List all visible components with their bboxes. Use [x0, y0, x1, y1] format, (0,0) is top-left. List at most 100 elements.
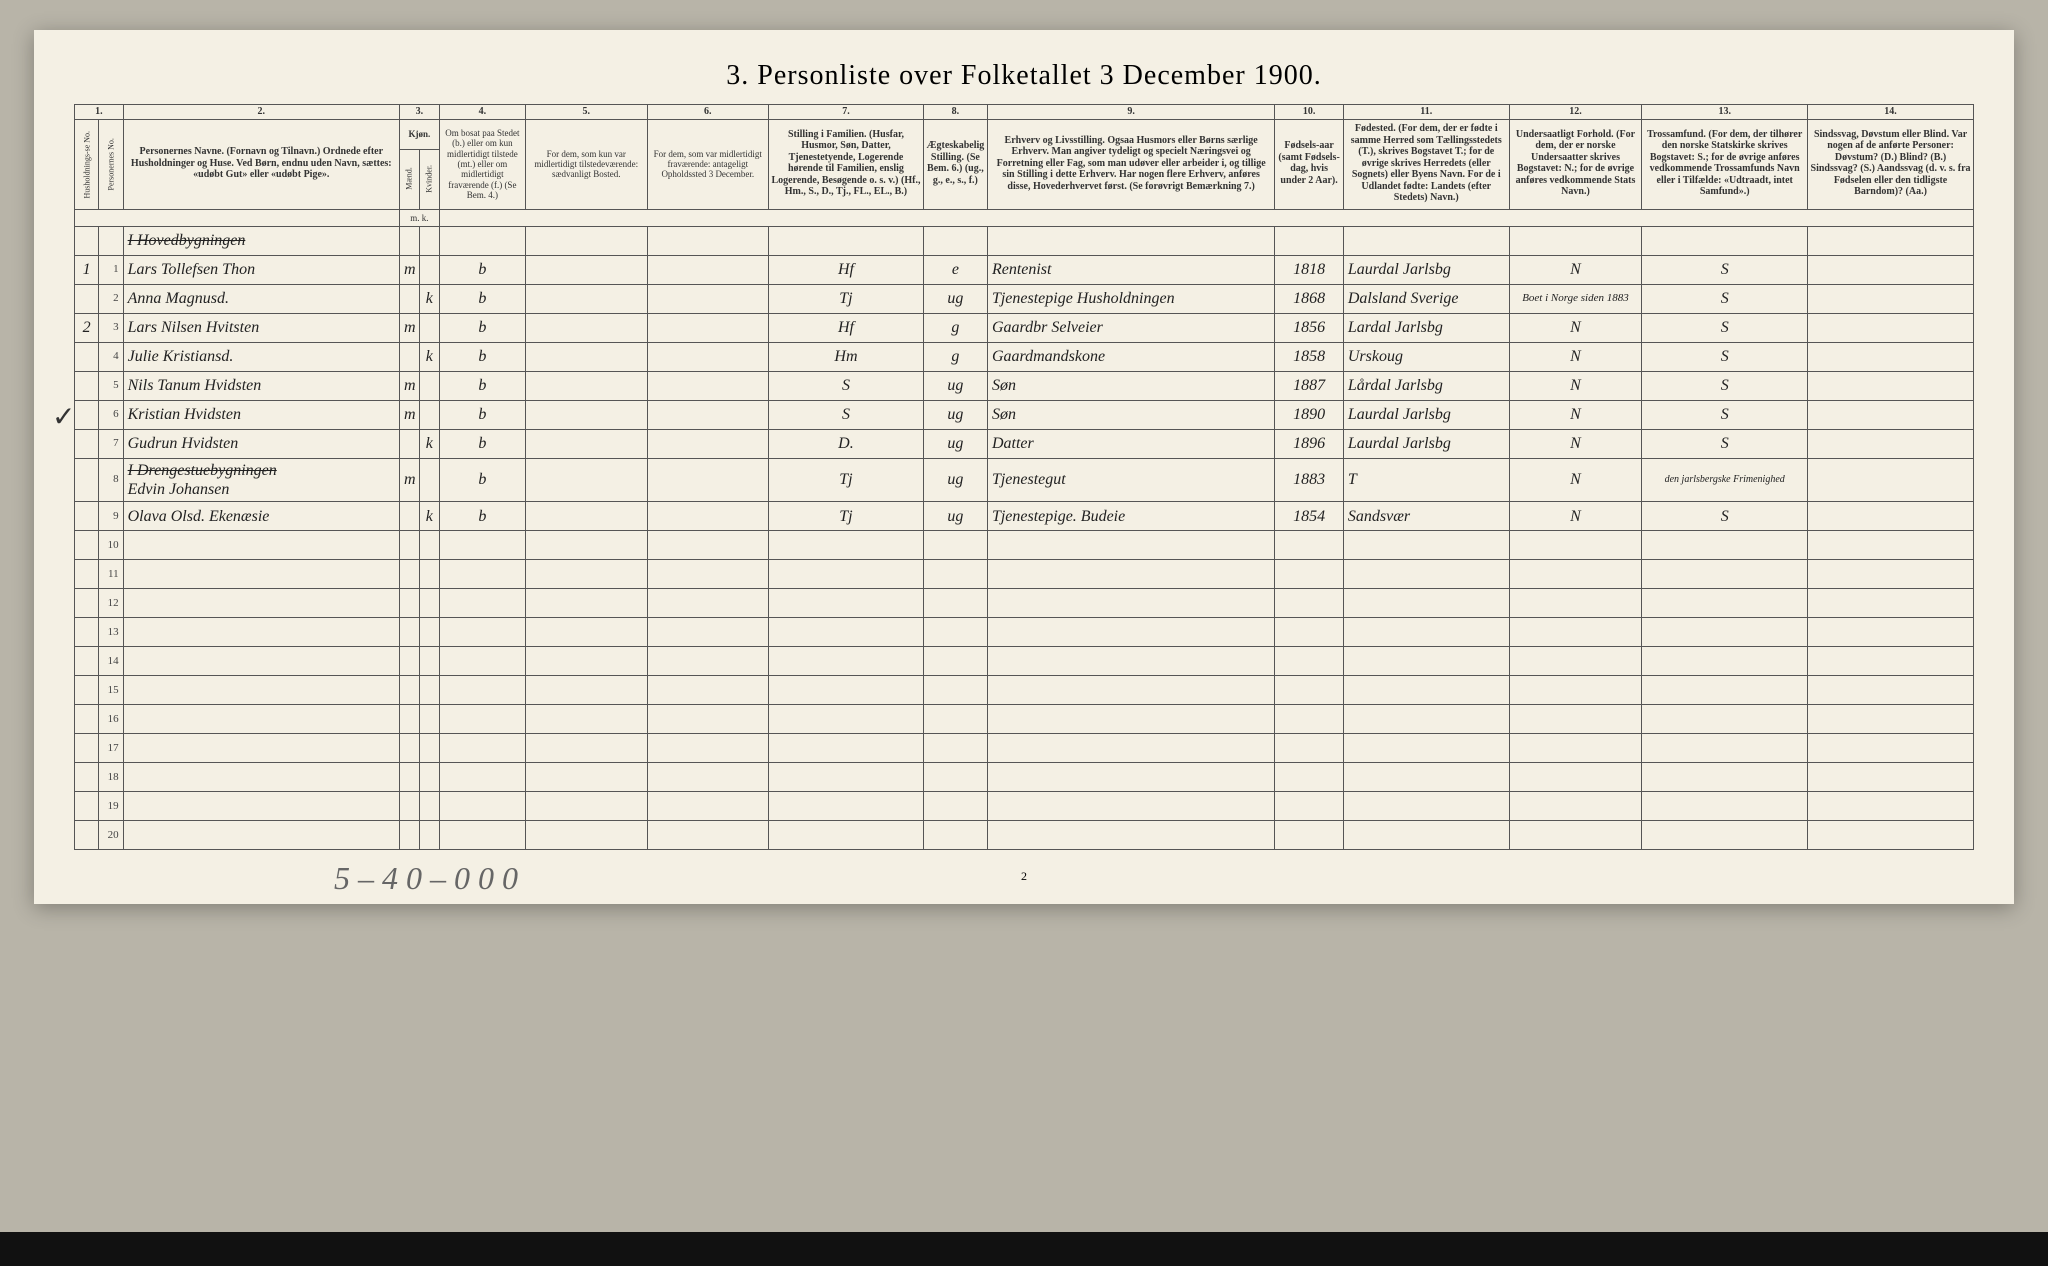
cell-female — [419, 371, 439, 400]
cell-temp-absent — [647, 458, 769, 501]
cell-household — [75, 371, 99, 400]
cell-temp-absent — [647, 371, 769, 400]
cell-name: Lars Nilsen Hvitsten — [123, 313, 399, 342]
cell-female: k — [419, 342, 439, 371]
table-row-empty: 13 — [75, 618, 1974, 647]
cell-person-no: 1 — [99, 255, 123, 284]
page-title: 3. Personliste over Folketallet 3 Decemb… — [74, 60, 1974, 92]
cell-person-no: 7 — [99, 429, 123, 458]
colnum-2: 2. — [123, 105, 399, 120]
table-row-heading: I Hovedbygningen — [75, 226, 1974, 255]
cell-female: k — [419, 284, 439, 313]
cell-occupation: Søn — [987, 371, 1274, 400]
hdr-female: Kvinder. — [419, 149, 439, 209]
cell-religion: S — [1642, 284, 1808, 313]
hdr-mk: m. k. — [399, 209, 439, 226]
colnum-13: 13. — [1642, 105, 1808, 120]
cell-occupation: Gaardbr Selveier — [987, 313, 1274, 342]
table-row-empty: 16 — [75, 705, 1974, 734]
cell-birthplace: Laurdal Jarlsbg — [1343, 429, 1509, 458]
hdr-residence: Om bosat paa Stedet (b.) eller om kun mi… — [439, 120, 525, 210]
cell-birthplace: Laurdal Jarlsbg — [1343, 255, 1509, 284]
hdr-family-pos-text: Stilling i Familien. (Husfar, Husmor, Sø… — [771, 129, 921, 198]
cell-birthplace: Dalsland Sverige — [1343, 284, 1509, 313]
cell-temp-present — [525, 342, 647, 371]
hdr-temp-present: For dem, som kun var midlertidigt tilste… — [525, 120, 647, 210]
cell-nationality: N — [1509, 458, 1642, 501]
table-row: 6 Kristian Hvidsten m b S ug Søn 1890 La… — [75, 400, 1974, 429]
colnum-6: 6. — [647, 105, 769, 120]
table-row-empty: 17 — [75, 734, 1974, 763]
cell-male: m — [399, 458, 419, 501]
table-row-empty: 14 — [75, 647, 1974, 676]
cell-name: Kristian Hvidsten — [123, 400, 399, 429]
cell-female — [419, 400, 439, 429]
cell-birthyear: 1858 — [1275, 342, 1344, 371]
cell-temp-absent — [647, 255, 769, 284]
cell-family-pos: S — [769, 371, 924, 400]
cell-family-pos: Hf — [769, 255, 924, 284]
cell-residence: b — [439, 342, 525, 371]
cell-temp-present — [525, 313, 647, 342]
cell-male — [399, 284, 419, 313]
cell-male — [399, 429, 419, 458]
census-page: ✓ 3. Personliste over Folketallet 3 Dece… — [34, 30, 2014, 904]
hdr-names-text: Personernes Navne. (Fornavn og Tilnavn.)… — [126, 146, 397, 181]
cell-female — [419, 255, 439, 284]
cell-family-pos: Tj — [769, 458, 924, 501]
table-row: 5 Nils Tanum Hvidsten m b S ug Søn 1887 … — [75, 371, 1974, 400]
table-row-empty: 12 — [75, 589, 1974, 618]
cell-birthyear: 1887 — [1275, 371, 1344, 400]
cell-marital: ug — [923, 284, 987, 313]
hdr-nationality: Undersaatligt Forhold. (For dem, der er … — [1509, 120, 1642, 210]
cell-name: Gudrun Hvidsten — [123, 429, 399, 458]
cell-nationality: N — [1509, 400, 1642, 429]
hdr-religion-text: Trossamfund. (For dem, der tilhører den … — [1644, 129, 1805, 198]
cell-birthyear: 1890 — [1275, 400, 1344, 429]
cell-birthyear: 1818 — [1275, 255, 1344, 284]
cell-marital: ug — [923, 429, 987, 458]
hdr-male: Mænd. — [399, 149, 419, 209]
header-row-3: m. k. — [75, 209, 1974, 226]
cell-household — [75, 502, 99, 531]
cell-nationality: N — [1509, 371, 1642, 400]
table-row: 1 1 Lars Tollefsen Thon m b Hf e Renteni… — [75, 255, 1974, 284]
colnum-7: 7. — [769, 105, 924, 120]
table-row-empty: 20 — [75, 821, 1974, 850]
cell-temp-absent — [647, 284, 769, 313]
cell-person-no: 2 — [99, 284, 123, 313]
cell-occupation: Rentenist — [987, 255, 1274, 284]
column-number-row: 1. 2. 3. 4. 5. 6. 7. 8. 9. 10. 11. 12. 1… — [75, 105, 1974, 120]
table-row: 2 Anna Magnusd. k b Tj ug Tjenestepige H… — [75, 284, 1974, 313]
table-row: 8 I DrengestuebygningenEdvin Johansen m … — [75, 458, 1974, 501]
table-row: 7 Gudrun Hvidsten k b D. ug Datter 1896 … — [75, 429, 1974, 458]
cell-disability — [1808, 284, 1974, 313]
cell-birthplace: Laurdal Jarlsbg — [1343, 400, 1509, 429]
cell-marital: g — [923, 313, 987, 342]
cell-marital: ug — [923, 458, 987, 501]
cell-marital: g — [923, 342, 987, 371]
cell-family-pos: Tj — [769, 502, 924, 531]
cell-household — [75, 284, 99, 313]
cell-female — [419, 458, 439, 501]
header-row: Husholdnings-se No. Personernes No. Pers… — [75, 120, 1974, 150]
cell-marital: ug — [923, 371, 987, 400]
colnum-5: 5. — [525, 105, 647, 120]
table-row-empty: 10 — [75, 531, 1974, 560]
margin-checkmark: ✓ — [52, 400, 75, 433]
colnum-4: 4. — [439, 105, 525, 120]
cell-birthyear: 1868 — [1275, 284, 1344, 313]
cell-temp-present — [525, 458, 647, 501]
cell-residence: b — [439, 400, 525, 429]
cell-family-pos: S — [769, 400, 924, 429]
hdr-marital: Ægteskabelig Stilling. (Se Bem. 6.) (ug.… — [923, 120, 987, 210]
cell-residence: b — [439, 255, 525, 284]
cell-person-no: 3 — [99, 313, 123, 342]
cell-nationality: N — [1509, 342, 1642, 371]
hdr-birthplace: Fødested. (For dem, der er fødte i samme… — [1343, 120, 1509, 210]
hdr-occupation-text: Erhverv og Livsstilling. Ogsaa Husmors e… — [990, 135, 1272, 193]
cell-female: k — [419, 429, 439, 458]
cell-person-no: 8 — [99, 458, 123, 501]
cell-occupation: Tjenestegut — [987, 458, 1274, 501]
cell-religion: S — [1642, 313, 1808, 342]
